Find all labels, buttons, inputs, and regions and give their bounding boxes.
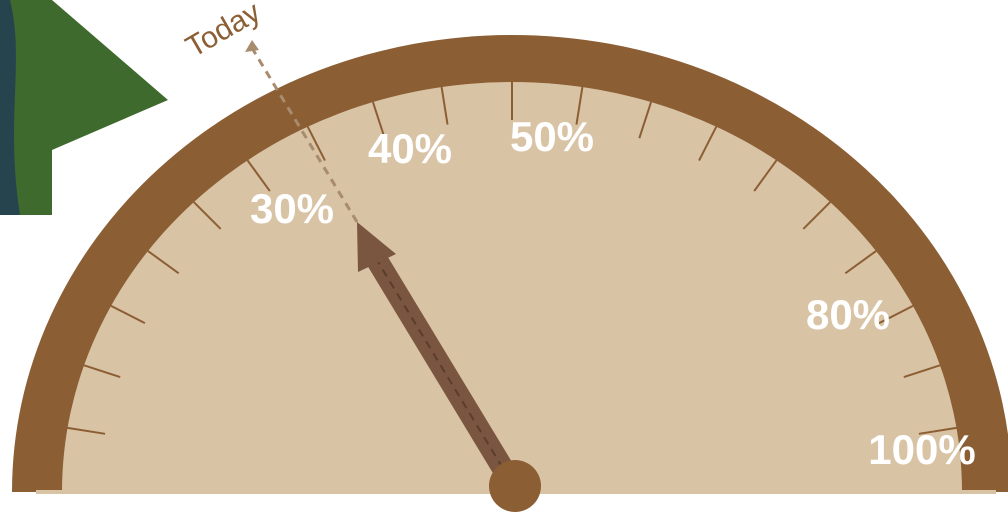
tick — [306, 126, 326, 161]
gauge-label: 80% — [806, 291, 890, 338]
today-label: Today — [180, 0, 266, 64]
gauge-label: 40% — [368, 125, 452, 172]
gauge-label: 100% — [868, 426, 975, 473]
tick — [83, 364, 121, 378]
map-image — [0, 0, 168, 215]
needle-dash — [371, 251, 511, 481]
today-line — [250, 47, 359, 223]
tick — [147, 250, 180, 275]
tick — [110, 304, 146, 325]
map-water — [0, 0, 20, 215]
tick — [638, 101, 653, 139]
tick — [698, 126, 718, 161]
tick — [193, 201, 222, 230]
tick — [753, 159, 778, 192]
gauge-label: 30% — [250, 185, 334, 232]
needle-tip — [357, 222, 396, 272]
today-arrowhead — [245, 40, 259, 52]
tick — [246, 159, 271, 192]
tick — [67, 426, 106, 435]
gauge-label: 50% — [510, 113, 594, 160]
tick-group — [67, 82, 957, 435]
tick — [918, 426, 957, 435]
tick — [575, 86, 584, 125]
tick — [844, 250, 877, 275]
tick — [440, 86, 449, 125]
tick — [903, 364, 941, 378]
gauge-face — [62, 82, 962, 492]
tick — [802, 201, 831, 230]
tick — [878, 304, 914, 325]
tick — [371, 101, 386, 139]
needle-hub — [489, 460, 541, 512]
